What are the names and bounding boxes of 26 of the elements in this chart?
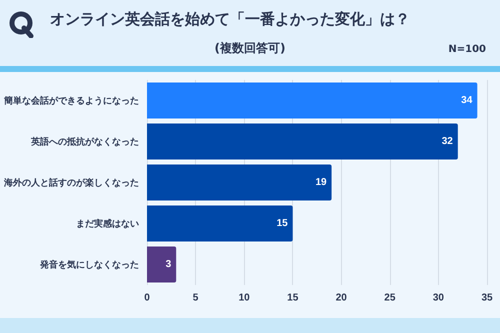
bar [147, 123, 458, 160]
data-label: 3 [166, 259, 172, 270]
x-tick-label: 20 [336, 292, 348, 304]
data-label: 19 [315, 177, 328, 188]
y-tick-label: 発音を気にしなくなった [39, 260, 139, 270]
y-tick-label: 簡単な会話ができるようになった [3, 96, 139, 106]
bar [147, 205, 293, 242]
y-tick-label: 海外の人と話すのが楽しくなった [3, 178, 139, 188]
x-tick-label: 30 [432, 292, 444, 304]
bar [147, 164, 332, 201]
bar [147, 246, 176, 283]
x-tick-label: 35 [481, 292, 493, 304]
y-tick-label: 英語への抵抗がなくなった [30, 136, 139, 146]
x-tick-label: 0 [144, 292, 150, 304]
chart-title: オンライン英会話を始めて「一番よかった変化」は？ [50, 10, 410, 29]
data-label: 32 [442, 136, 454, 147]
x-tick-label: 5 [192, 292, 199, 304]
bar [147, 82, 478, 119]
x-tick-label: 10 [238, 292, 250, 304]
x-tick-label: 15 [287, 292, 299, 304]
y-tick-label: まだ実感はない [76, 218, 139, 228]
text: N=100 [448, 44, 486, 55]
data-label: 34 [461, 95, 473, 106]
chart-subtitle: (複数回答可) [214, 41, 286, 55]
data-label: 15 [276, 218, 288, 229]
x-tick-label: 25 [384, 292, 396, 304]
